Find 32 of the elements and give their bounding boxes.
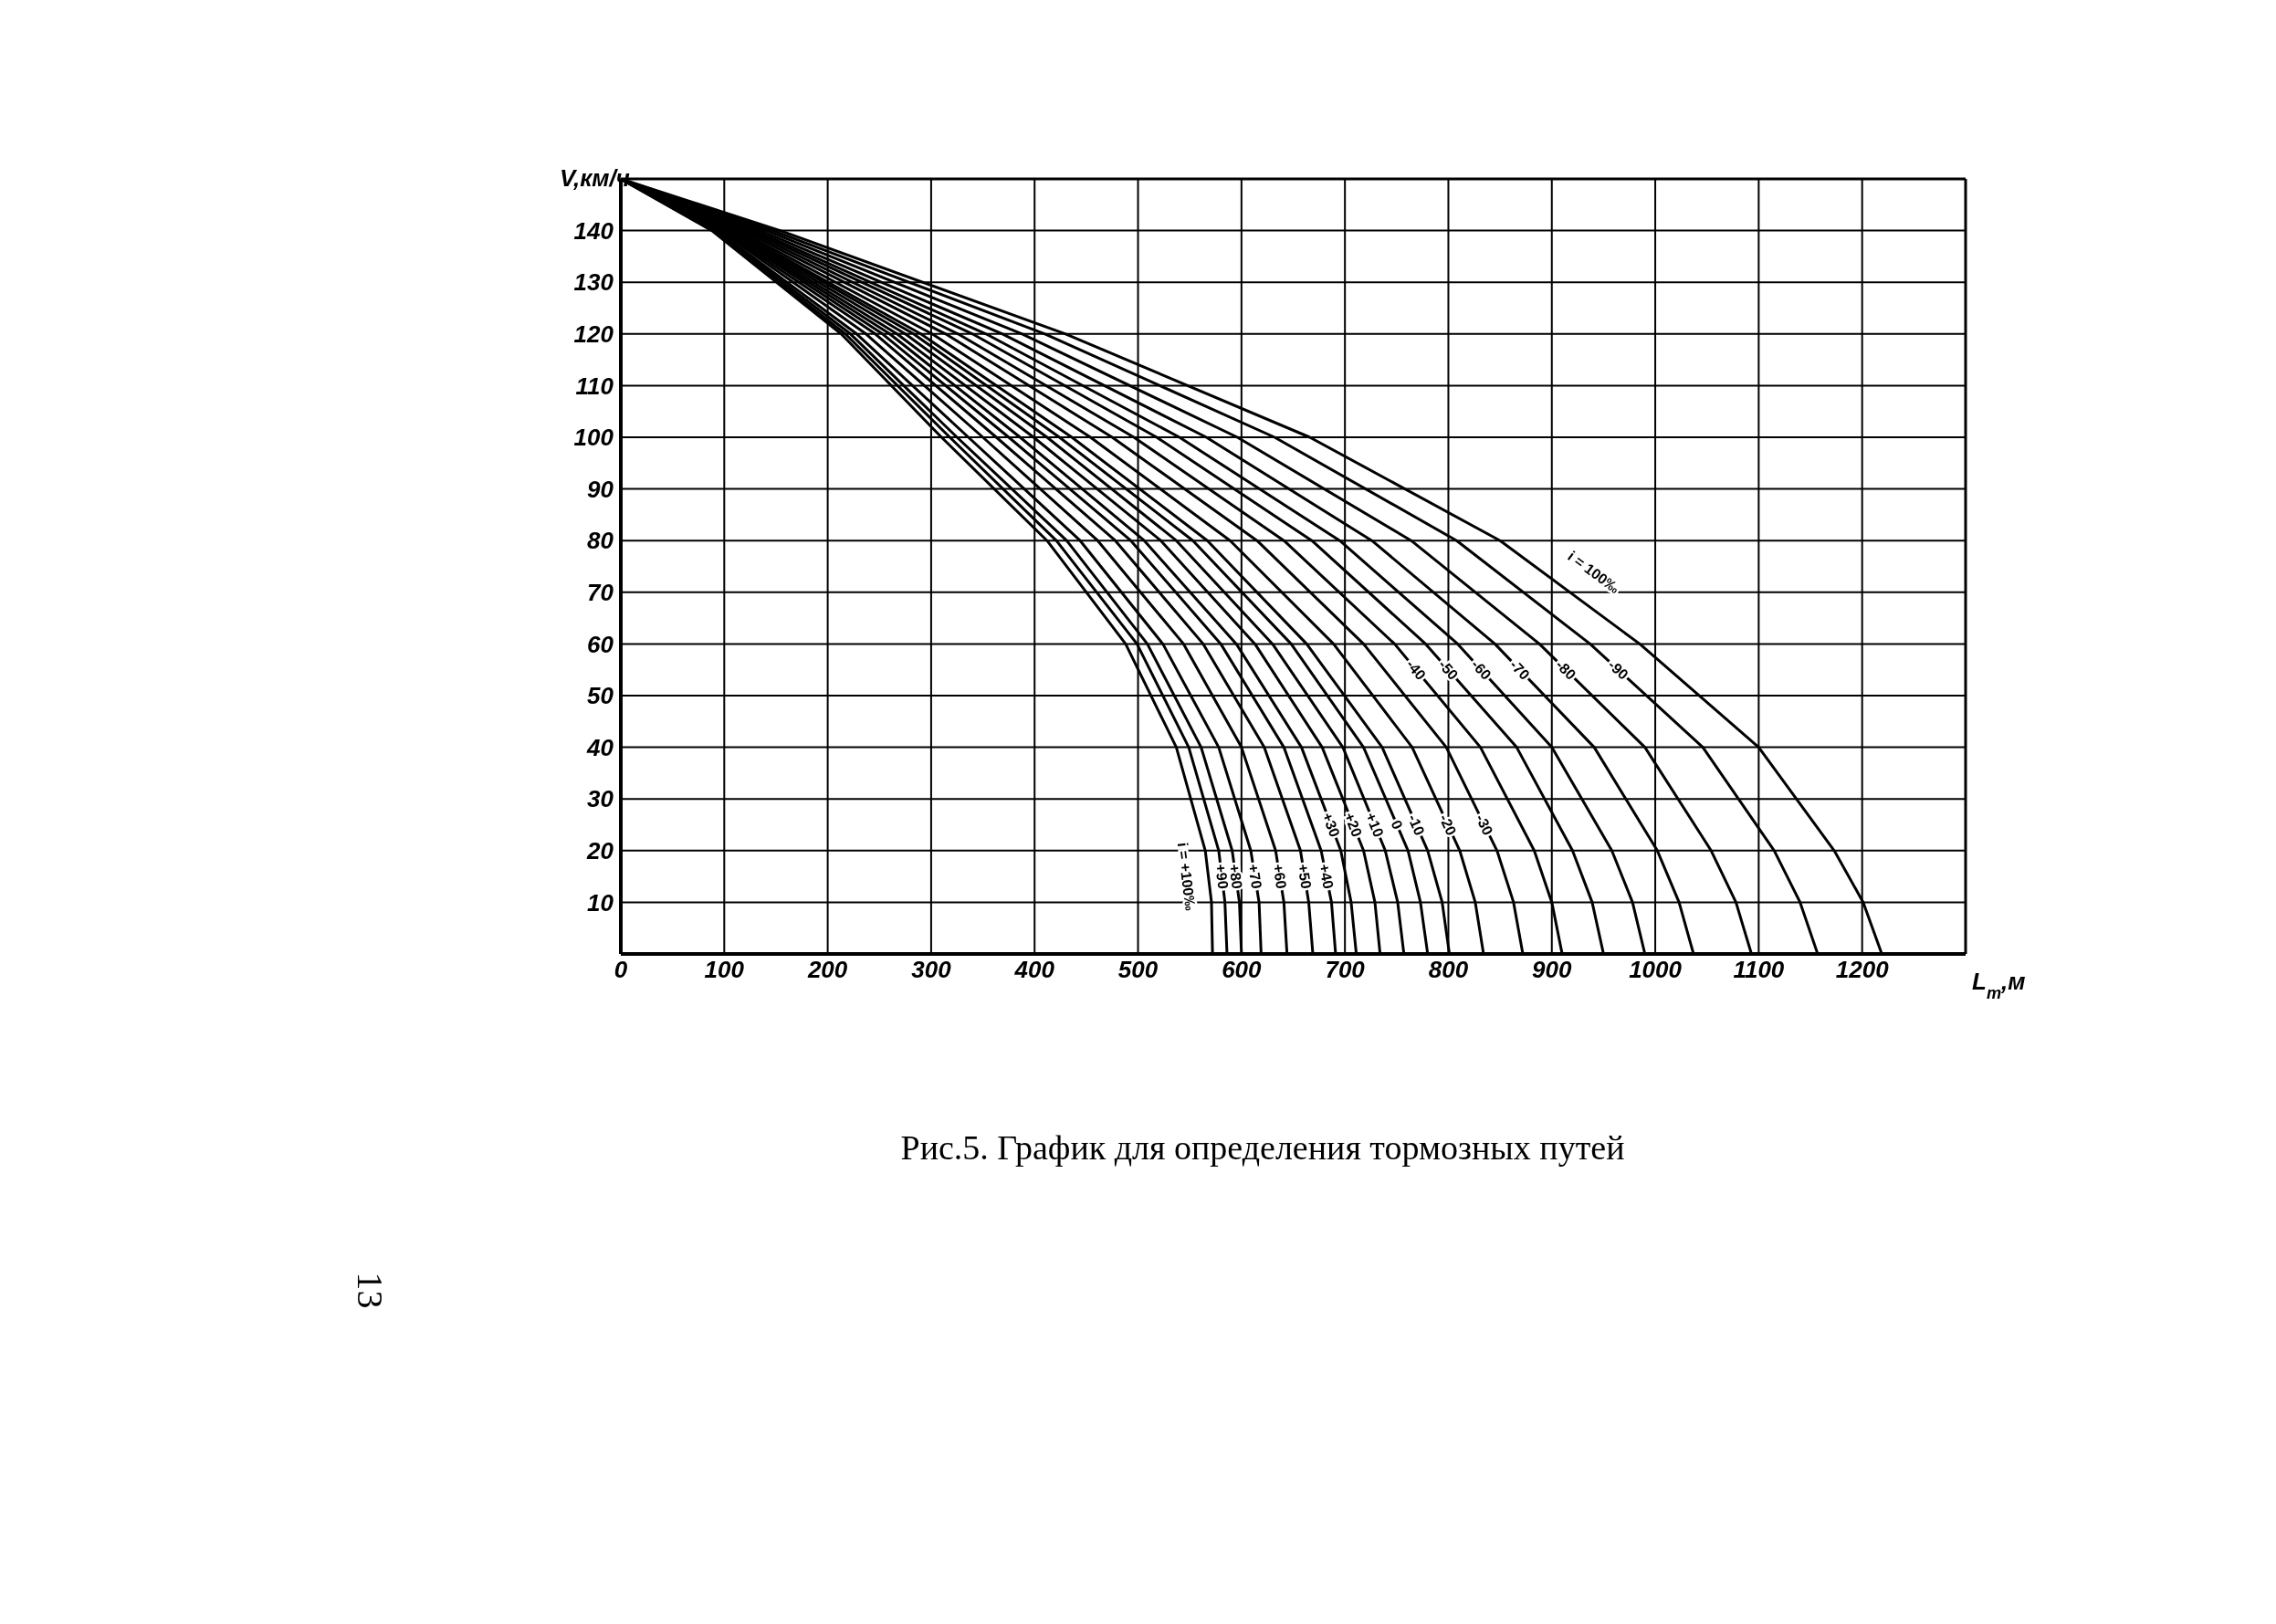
x-tick-label: 500 xyxy=(1117,956,1159,984)
text: Рис.5. График для определения тормозных путей xyxy=(899,1127,1626,1168)
y-tick-label: 70 xyxy=(587,579,614,607)
x-tick-label: 0 xyxy=(614,956,628,984)
y-tick-label: 60 xyxy=(587,630,614,658)
x-tick-label: 100 xyxy=(704,956,745,984)
x-tick-label: 700 xyxy=(1325,956,1366,984)
y-tick-label: 80 xyxy=(587,527,614,555)
y-tick-label: 10 xyxy=(587,888,614,917)
text: i = +100‰ xyxy=(1174,841,1199,912)
y-tick-label: 40 xyxy=(586,733,614,761)
text: 13 xyxy=(348,1272,392,1309)
x-axis-title: L$_{т}$,м xyxy=(1972,968,2026,1002)
x-tick-label: 800 xyxy=(1428,956,1469,984)
y-tick-label: 140 xyxy=(573,216,614,245)
x-tick-label: 900 xyxy=(1532,956,1572,984)
x-tick-label: 200 xyxy=(806,956,848,984)
y-tick-label: 50 xyxy=(587,682,614,710)
y-tick-label: 130 xyxy=(573,268,614,297)
x-tick-label: 1000 xyxy=(1629,956,1683,984)
y-tick-label: 120 xyxy=(573,320,614,349)
x-tick-label: 1200 xyxy=(1835,956,1890,984)
x-tick-label: 400 xyxy=(1013,956,1055,984)
y-tick-label: 90 xyxy=(587,475,614,503)
y-tick-label: 30 xyxy=(587,785,614,813)
x-tick-label: 1100 xyxy=(1733,956,1785,984)
y-tick-label: 110 xyxy=(575,372,614,400)
y-tick-label: 100 xyxy=(573,424,614,452)
x-tick-label: 300 xyxy=(911,956,952,984)
x-tick-label: 600 xyxy=(1222,956,1263,984)
text: -30 xyxy=(1473,812,1496,838)
y-tick-label: 20 xyxy=(586,837,614,865)
